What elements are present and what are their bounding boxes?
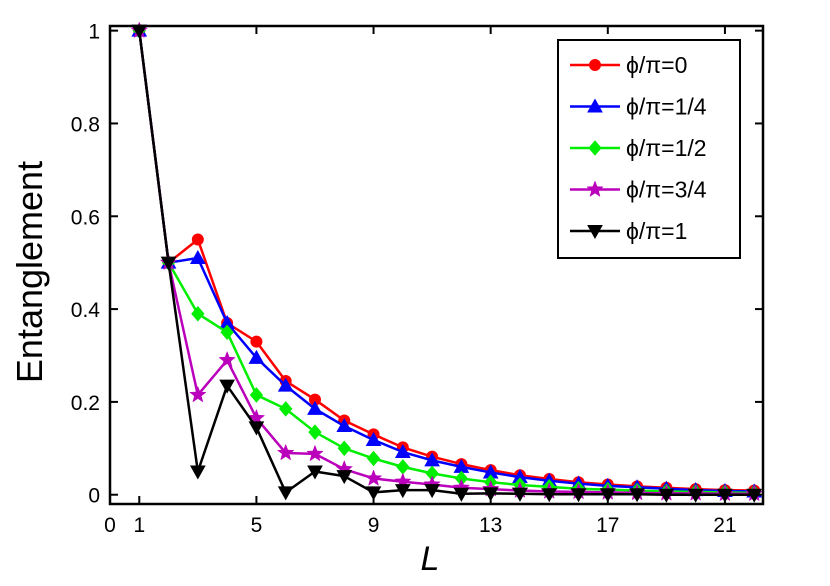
legend-label: ϕ/π=1/4 <box>626 94 707 120</box>
data-point <box>307 465 323 480</box>
x-tick-label: 5 <box>251 514 263 537</box>
data-point <box>629 488 645 503</box>
legend-entry-2: ϕ/π=1/2 <box>570 135 707 161</box>
data-point <box>336 470 353 485</box>
data-point <box>191 305 205 322</box>
y-tick-label: 0.4 <box>71 299 101 322</box>
data-point <box>189 465 206 480</box>
data-point <box>277 377 294 392</box>
data-point <box>337 440 351 457</box>
data-point <box>276 443 295 461</box>
data-point <box>218 350 236 368</box>
legend-label: ϕ/π=1/2 <box>626 135 707 161</box>
legend-entry-1: ϕ/π=1/4 <box>570 94 707 120</box>
data-point <box>248 421 265 436</box>
data-point <box>365 486 382 501</box>
data-point <box>364 469 383 486</box>
data-point <box>512 487 528 502</box>
data-point <box>277 486 294 501</box>
y-tick-label: 0.8 <box>71 113 100 136</box>
x-tick-label: 21 <box>713 514 736 537</box>
data-point <box>336 418 353 433</box>
data-point <box>394 484 411 499</box>
data-point <box>366 450 381 467</box>
data-point <box>249 387 264 403</box>
legend: ϕ/π=0 ϕ/π=1/4 ϕ/π=1/2 ϕ/π=3/4 ϕ/π=1 <box>557 39 741 259</box>
x-tick-label: 1 <box>133 514 145 537</box>
legend-label: ϕ/π=1 <box>626 218 687 244</box>
legend-label: ϕ/π=3/4 <box>626 177 707 203</box>
data-point <box>599 488 616 503</box>
y-tick-label: 0 <box>88 485 100 508</box>
data-point <box>308 424 322 440</box>
data-point <box>570 488 587 503</box>
data-point <box>306 444 324 462</box>
data-point <box>189 250 206 265</box>
series-line <box>138 30 755 496</box>
data-point <box>191 233 204 246</box>
legend-entry-4: ϕ/π=1 <box>570 218 687 244</box>
data-point <box>482 487 499 502</box>
data-point <box>189 385 207 403</box>
legend-label: ϕ/π=0 <box>626 52 687 78</box>
x-tick-label: 13 <box>479 514 502 537</box>
data-point <box>658 488 675 503</box>
x-tick-label: 17 <box>596 514 619 537</box>
series-line <box>138 30 755 496</box>
series-line <box>138 30 755 493</box>
plot-frame <box>108 24 765 506</box>
data-point <box>250 335 263 348</box>
y-tick-label: 1 <box>88 21 100 44</box>
legend-marker <box>587 225 603 240</box>
legend-marker <box>589 59 601 71</box>
y-axis-title: Entanglement <box>9 161 50 383</box>
data-point <box>424 484 440 499</box>
data-point <box>248 349 265 364</box>
legend-marker <box>586 180 604 197</box>
y-tick-label: 0.6 <box>71 206 100 229</box>
data-point <box>687 488 704 503</box>
y-tick-label: 0.2 <box>71 392 100 415</box>
legend-entry-0: ϕ/π=0 <box>570 52 687 78</box>
x-axis-title: L <box>421 540 440 578</box>
series-line <box>138 30 755 495</box>
data-point <box>365 431 382 446</box>
data-point <box>453 487 470 502</box>
series-layer <box>130 21 763 503</box>
data-point <box>717 488 733 503</box>
data-point <box>541 488 558 503</box>
data-point <box>279 401 293 417</box>
data-point <box>219 379 235 394</box>
data-point <box>160 256 177 271</box>
legend-marker <box>588 140 602 156</box>
data-point <box>394 443 411 459</box>
legend-marker <box>587 98 603 113</box>
legend-entry-3: ϕ/π=3/4 <box>570 177 707 203</box>
data-point <box>220 324 234 341</box>
x-tick-label: 0 <box>104 514 116 537</box>
series-4 <box>131 24 763 503</box>
x-tick-label: 9 <box>368 514 380 537</box>
data-point <box>307 400 323 415</box>
